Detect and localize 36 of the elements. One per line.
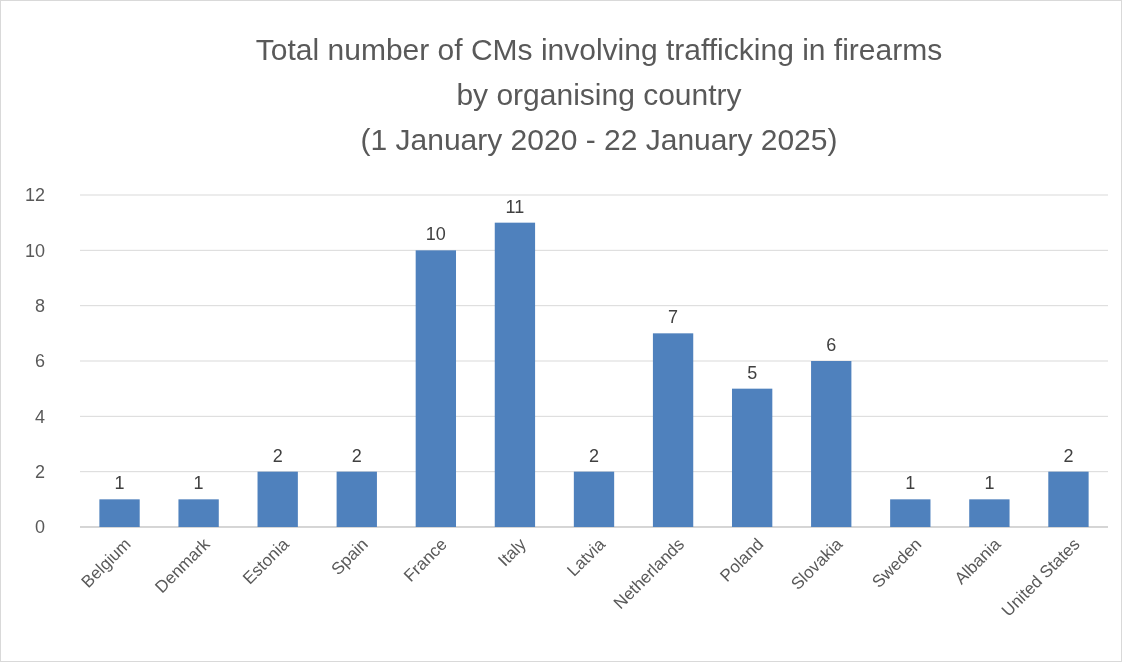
data-label: 1 — [114, 473, 125, 494]
data-label: 7 — [668, 307, 679, 328]
data-label: 2 — [351, 445, 362, 466]
bar — [494, 222, 536, 527]
bar — [573, 471, 615, 527]
y-tick-label: 10 — [24, 240, 45, 261]
data-label: 5 — [747, 362, 758, 383]
y-tick-label: 0 — [34, 517, 45, 538]
y-tick-label: 8 — [34, 295, 45, 316]
data-label: 6 — [826, 335, 837, 355]
chart-subtitle: (1 January 2020 - 22 January 2025) — [360, 123, 838, 156]
y-tick-label: 12 — [24, 185, 45, 206]
y-tick-label: 6 — [34, 351, 45, 372]
bar — [811, 361, 852, 527]
bar — [731, 388, 773, 527]
data-label: 1 — [984, 473, 995, 494]
bar — [652, 333, 694, 527]
bar — [257, 471, 298, 527]
y-tick-label: 4 — [34, 406, 45, 427]
data-label: 2 — [272, 445, 283, 466]
y-tick-label: 2 — [34, 461, 45, 482]
data-label: 11 — [505, 196, 525, 217]
data-label: 2 — [1063, 445, 1074, 466]
chart-title: Total number of CMs involving trafficking in firearms by organising country — [255, 33, 943, 111]
x-tick-label: Italy — [494, 534, 531, 571]
bar — [969, 499, 1010, 527]
bar — [1048, 471, 1089, 527]
data-label: 1 — [193, 473, 204, 494]
data-label: 1 — [905, 473, 916, 494]
bar — [890, 499, 931, 527]
bar — [336, 471, 377, 527]
bar — [178, 499, 219, 527]
bar — [415, 250, 457, 527]
bar — [99, 499, 140, 527]
data-label: 2 — [588, 445, 600, 466]
data-label: 10 — [425, 224, 446, 245]
